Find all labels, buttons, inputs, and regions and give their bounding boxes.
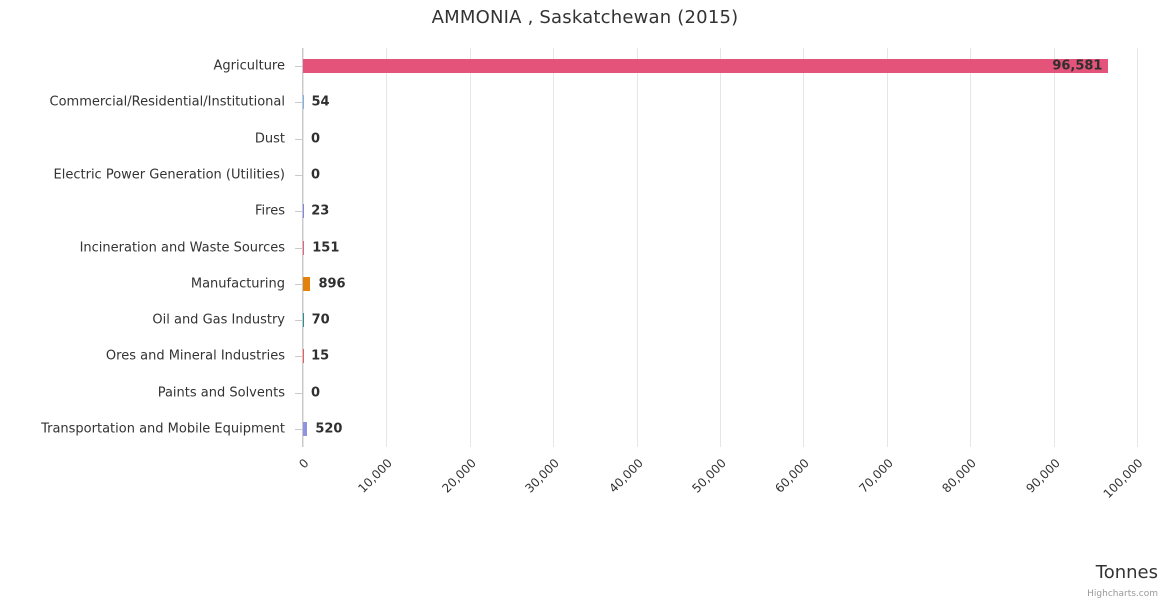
y-axis-tick	[295, 356, 303, 358]
y-axis-tick	[295, 247, 303, 249]
y-axis-tick	[295, 392, 303, 394]
x-tick-label: 20,000	[439, 456, 479, 496]
value-label: 54	[311, 94, 330, 110]
category-label: Commercial/Residential/Institutional	[49, 94, 286, 110]
category-label: Ores and Mineral Industries	[105, 348, 285, 364]
gridline	[720, 48, 721, 447]
value-label: 0	[311, 385, 321, 401]
value-label: 96,581	[1052, 58, 1103, 74]
y-axis-tick	[295, 320, 303, 322]
category-label: Paints and Solvents	[157, 385, 285, 401]
gridline	[553, 48, 555, 447]
gridline	[886, 48, 888, 447]
x-tick-label: 70,000	[856, 456, 896, 496]
gridline	[1137, 48, 1138, 447]
gridline	[636, 48, 638, 447]
x-tick-label: 0	[296, 456, 312, 472]
value-label: 70	[311, 312, 330, 328]
x-tick-label: 50,000	[689, 456, 729, 496]
y-axis-tick	[295, 102, 303, 104]
bar[interactable]	[303, 59, 1109, 74]
category-label: Electric Power Generation (Utilities)	[53, 167, 285, 183]
x-tick-label: 40,000	[605, 456, 646, 496]
y-axis-tick	[295, 138, 303, 140]
gridline	[386, 48, 388, 447]
value-label: 23	[311, 203, 330, 219]
x-axis-title: Tonnes	[1095, 562, 1158, 583]
value-label: 151	[312, 240, 340, 255]
bar[interactable]	[303, 313, 304, 328]
gridline	[970, 48, 972, 447]
y-axis-labels: Agriculture Commercial/Residential/Instit…	[0, 48, 295, 447]
category-label: Agriculture	[213, 58, 286, 74]
value-label: 520	[315, 421, 343, 437]
y-axis-tick	[295, 211, 303, 213]
category-label: Oil and Gas Industry	[152, 312, 285, 328]
bar[interactable]	[303, 276, 311, 291]
category-label: Manufacturing	[190, 276, 285, 292]
y-axis-tick	[295, 428, 303, 430]
category-label: Dust	[254, 131, 285, 147]
y-axis-tick	[295, 66, 303, 68]
category-label: Fires	[255, 203, 285, 219]
plot-area: 96,581 54 0 0 23 151 896 70 15 0 520	[295, 48, 1138, 447]
x-tick-label: 80,000	[939, 456, 980, 496]
value-label: 0	[311, 131, 321, 147]
category-label: Transportation and Mobile Equipment	[41, 421, 285, 437]
category-label: Incineration and Waste Sources	[79, 240, 285, 255]
y-axis-tick	[295, 174, 303, 176]
gridline	[1053, 48, 1055, 447]
y-axis-tick	[295, 283, 303, 285]
gridline	[469, 48, 471, 447]
x-tick-label: 30,000	[522, 456, 563, 496]
bar[interactable]	[303, 240, 305, 255]
value-label: 896	[318, 276, 346, 292]
x-tick-label: 100,000	[1100, 456, 1146, 501]
x-axis: 0 10,000 20,000 30,000 40,000 50,000 60,000 70,…	[297, 447, 1146, 537]
bar[interactable]	[303, 421, 308, 436]
highcharts-credits-link[interactable]: Highcharts.com	[1087, 589, 1158, 599]
value-label: 0	[311, 167, 321, 183]
x-tick-label: 60,000	[772, 456, 813, 496]
chart-title: AMMONIA , Saskatchewan (2015)	[431, 7, 739, 28]
x-tick-label: 10,000	[355, 456, 396, 496]
gridline	[803, 48, 805, 447]
x-tick-label: 90,000	[1022, 456, 1063, 496]
value-label: 15	[311, 348, 330, 364]
